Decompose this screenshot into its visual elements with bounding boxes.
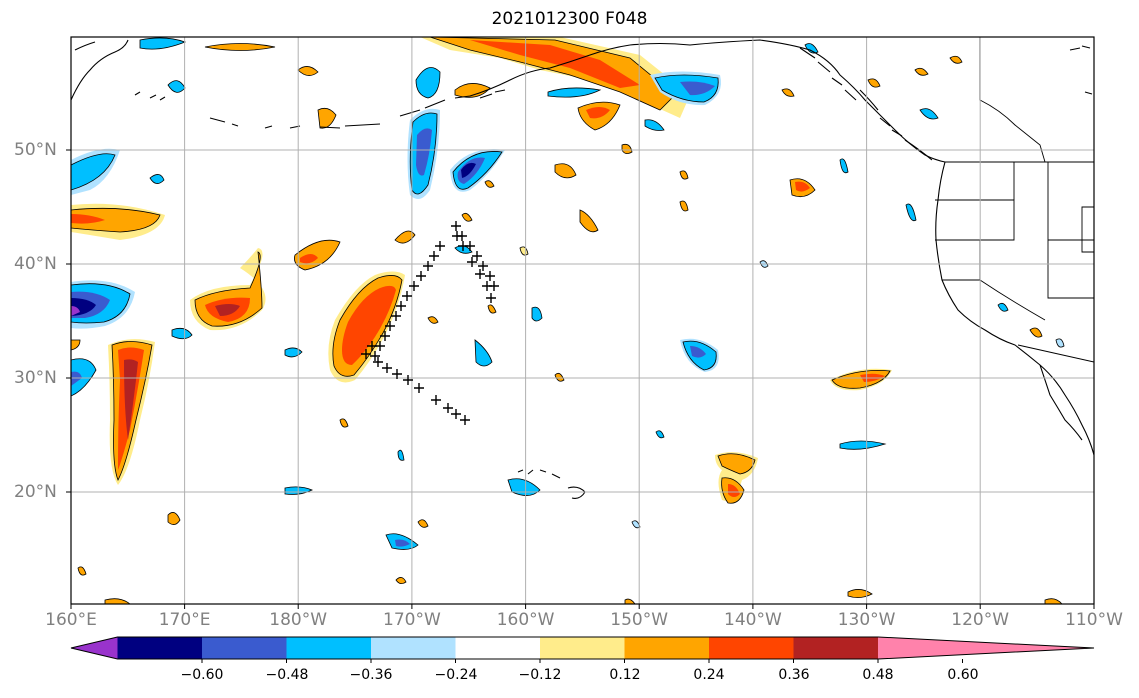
lon-label: 160°E bbox=[45, 610, 97, 630]
track-marker bbox=[370, 351, 380, 361]
colorbar-segment bbox=[371, 637, 456, 659]
track-marker bbox=[460, 415, 470, 425]
colorbar-segment bbox=[202, 637, 287, 659]
track-marker bbox=[414, 383, 424, 393]
colorbar-label: −0.48 bbox=[265, 667, 309, 683]
track-marker bbox=[478, 261, 488, 271]
lat-label: 40°N bbox=[14, 254, 57, 274]
track-marker bbox=[458, 241, 468, 251]
coastlines bbox=[71, 39, 1094, 499]
colorbar-label: −0.60 bbox=[180, 667, 224, 683]
map-title: 2021012300 F048 bbox=[491, 9, 648, 29]
lat-label: 20°N bbox=[14, 482, 57, 502]
lon-label: 140°W bbox=[724, 610, 782, 630]
colorbar-segment bbox=[709, 637, 794, 659]
track-marker bbox=[431, 395, 441, 405]
lon-label: 170°E bbox=[158, 610, 211, 630]
contour-fields bbox=[71, 37, 1065, 604]
map-frame bbox=[70, 36, 1095, 605]
track-marker bbox=[385, 321, 395, 331]
colorbar-label: 0.60 bbox=[947, 667, 979, 683]
track-marker bbox=[475, 269, 485, 279]
lon-label: 160°W bbox=[496, 610, 555, 630]
track-marker bbox=[382, 363, 392, 373]
colorbar-label: −0.24 bbox=[434, 667, 478, 683]
colorbar-segment bbox=[455, 637, 541, 659]
track-marker bbox=[485, 271, 495, 281]
colorbar-label: −0.36 bbox=[349, 667, 393, 683]
track-marker bbox=[451, 221, 461, 231]
colorbar-segment bbox=[540, 637, 625, 659]
colorbar-label: 0.24 bbox=[693, 667, 725, 683]
colorbar-segment bbox=[117, 637, 203, 659]
colorbar-label: 0.12 bbox=[609, 667, 641, 683]
colorbar bbox=[70, 636, 1095, 663]
axis-ticks bbox=[66, 149, 1095, 609]
track-marker bbox=[423, 261, 433, 271]
track-marker bbox=[402, 291, 412, 301]
track-marker bbox=[391, 311, 401, 321]
track-marker bbox=[451, 409, 461, 419]
track-marker bbox=[486, 293, 496, 303]
colorbar-label: −0.12 bbox=[518, 667, 562, 683]
colorbar-segment bbox=[793, 637, 879, 659]
track-marker bbox=[373, 357, 383, 367]
track-marker bbox=[472, 251, 482, 261]
colorbar-label: 0.36 bbox=[778, 667, 810, 683]
lon-label: 120°W bbox=[951, 610, 1010, 630]
colorbar-label: 0.48 bbox=[862, 667, 894, 683]
lon-label: 130°W bbox=[837, 610, 896, 630]
track-marker bbox=[435, 241, 445, 251]
lon-label: 170°W bbox=[383, 610, 441, 630]
track-marker bbox=[403, 375, 413, 385]
track-marker bbox=[396, 301, 406, 311]
track-marker bbox=[429, 251, 439, 261]
lon-label: 150°W bbox=[610, 610, 669, 630]
colorbar-extend-low bbox=[71, 637, 118, 659]
track-marker bbox=[416, 271, 426, 281]
lat-label: 50°N bbox=[14, 140, 57, 160]
track-marker bbox=[452, 231, 462, 241]
colorbar-extend-high bbox=[878, 637, 1094, 659]
track-marker bbox=[361, 349, 371, 359]
graticule bbox=[71, 37, 1094, 604]
colorbar-segment bbox=[624, 637, 710, 659]
track-marker bbox=[380, 331, 390, 341]
lon-label: 180°W bbox=[269, 610, 328, 630]
track-marker bbox=[409, 281, 419, 291]
track-marker bbox=[443, 403, 453, 413]
track-marker bbox=[467, 257, 477, 267]
colorbar-segment bbox=[286, 637, 372, 659]
track-marker bbox=[482, 281, 492, 291]
lon-label: 110°W bbox=[1065, 610, 1123, 630]
lat-label: 30°N bbox=[14, 368, 57, 388]
track-marker bbox=[367, 341, 377, 351]
track-marker bbox=[392, 369, 402, 379]
storm-track bbox=[361, 221, 499, 425]
state-borders bbox=[935, 37, 1094, 363]
